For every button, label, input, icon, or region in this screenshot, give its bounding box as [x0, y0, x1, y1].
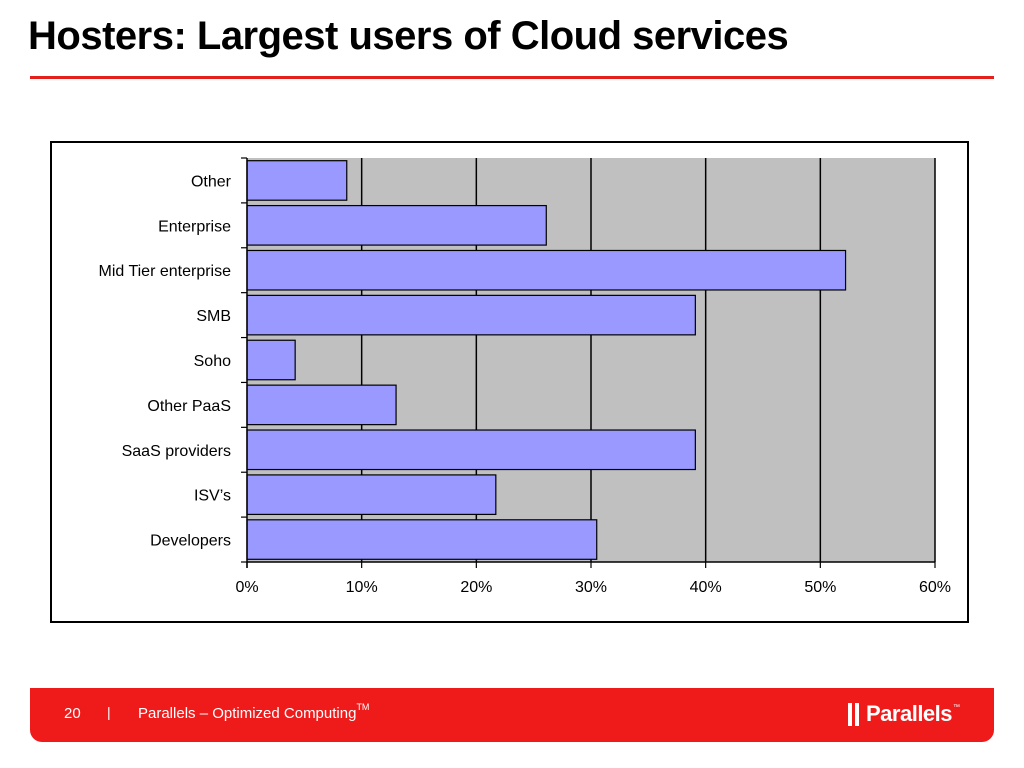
- chart-frame: Developers ISV’s SaaS providers Other PaaS S…: [50, 141, 969, 623]
- bar: [246, 339, 296, 381]
- bar: [246, 249, 847, 291]
- footer-tagline: Parallels – Optimized ComputingTM: [138, 702, 370, 722]
- parallels-logo-icon: Parallels ™: [848, 701, 960, 727]
- category-label: Mid Tier enterprise: [99, 263, 232, 280]
- title-divider: [30, 76, 994, 79]
- logo-bars: [848, 702, 862, 726]
- bar: [246, 474, 497, 516]
- bar-chart: Developers ISV’s SaaS providers Other PaaS S…: [99, 157, 951, 596]
- bar: [246, 519, 598, 560]
- x-tick-label: 0%: [235, 579, 258, 596]
- category-label: Soho: [194, 353, 231, 370]
- bar: [246, 384, 397, 426]
- x-tick-label: 40%: [690, 579, 722, 596]
- x-tick-label: 50%: [804, 579, 836, 596]
- footer-bar: 20 | Parallels – Optimized ComputingTM P…: [30, 688, 994, 742]
- category-label: Other: [191, 173, 232, 190]
- category-label: Other PaaS: [147, 398, 231, 415]
- x-tick-label: 30%: [575, 579, 607, 596]
- footer-tagline-text: Parallels – Optimized Computing: [138, 705, 357, 722]
- x-tick-label: 10%: [346, 579, 378, 596]
- page-number: 20: [64, 705, 81, 722]
- x-tick-label: 60%: [919, 579, 951, 596]
- logo-trademark: ™: [953, 703, 961, 711]
- category-label: Enterprise: [158, 218, 231, 235]
- x-tick-label: 20%: [460, 579, 492, 596]
- category-label: SaaS providers: [122, 443, 231, 460]
- category-label: SMB: [196, 308, 231, 325]
- logo-bar: [855, 702, 859, 726]
- bar: [246, 204, 547, 246]
- logo-bar: [848, 702, 852, 726]
- logo-text: Parallels: [866, 701, 953, 726]
- category-label: ISV’s: [194, 488, 231, 505]
- bar: [246, 294, 696, 336]
- footer-trademark: TM: [356, 702, 370, 712]
- page-title: Hosters: Largest users of Cloud services: [28, 14, 789, 58]
- footer-separator: |: [107, 704, 111, 720]
- bar: [246, 160, 348, 201]
- bar: [246, 429, 696, 471]
- category-label: Developers: [150, 533, 231, 550]
